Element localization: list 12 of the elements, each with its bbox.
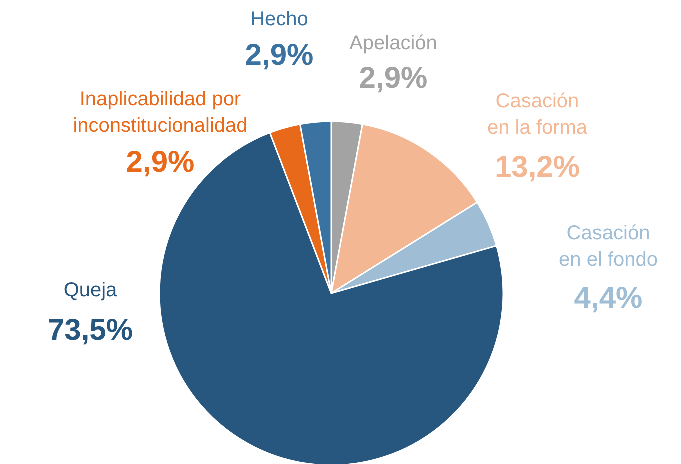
slice-label: Queja [64, 280, 118, 302]
slice-label: Hecho [250, 8, 308, 30]
data-label: 4,4% [574, 282, 643, 315]
data-label: 2,9% [126, 146, 195, 179]
slice-label: Casación en la forma [487, 90, 588, 139]
slice-label: Inaplicabilidad por inconstitucionalidad [73, 88, 248, 137]
data-label: 2,9% [359, 62, 428, 95]
slice-label: Casación en el fondo [559, 222, 658, 271]
data-label: 2,9% [245, 39, 314, 72]
data-label: 73,5% [48, 314, 134, 347]
slice-label: Apelación [350, 32, 438, 54]
data-label: 13,2% [494, 151, 580, 184]
